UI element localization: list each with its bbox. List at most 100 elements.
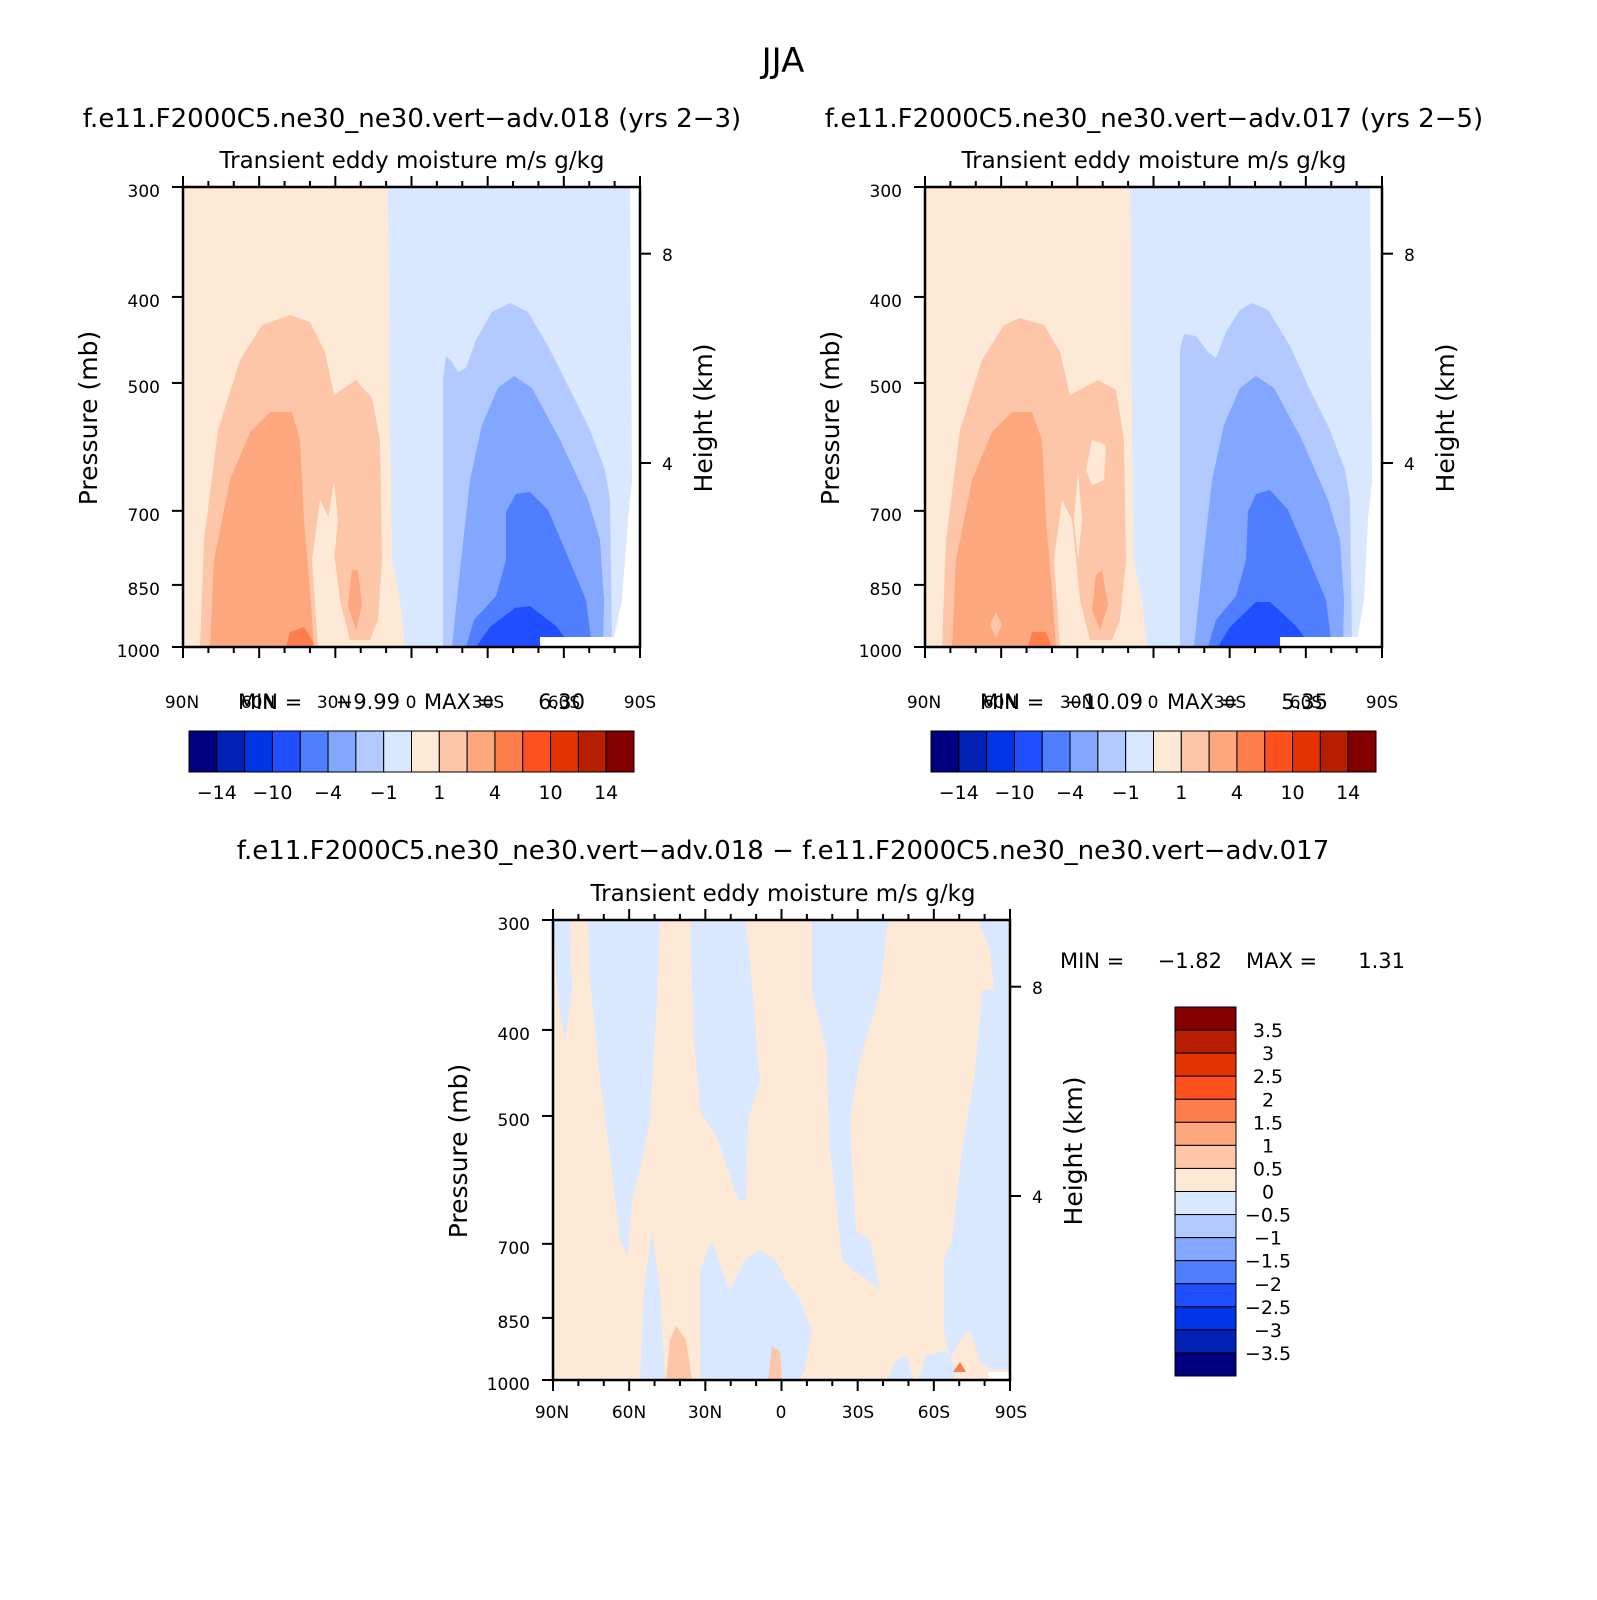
colorbar-swatch [383,730,412,773]
panel-a-hole-1 [328,482,338,560]
panel-b-fill-neg-3 [1208,490,1332,647]
panel-b-hole-2 [1074,472,1082,560]
colorbar-label: −1 [1112,782,1140,804]
panel-c-neg-h [888,1356,914,1380]
panel-c-max-value: 1.31 [1358,949,1405,973]
panel-a-max-label: MAX = [424,690,495,714]
colorbar-swatch [1174,1029,1237,1054]
panel-c-ytick-right-8: 8 [1032,979,1043,999]
panel-c-subtitle: Transient eddy moisture m/s g/kg [589,881,975,907]
panel-a-case-title: f.e11.F2000C5.ne30_ne30.vert−adv.018 (yr… [83,104,741,134]
panel-b-fill-neg-4 [1218,602,1312,647]
panel-a-contour-field [183,187,640,647]
panel-b-xtick-60s: 60S [1290,693,1322,713]
panel-c-xtick-30n: 30N [688,1403,722,1423]
panel-b-max-label: MAX = [1167,690,1238,714]
panel-b: f.e11.F2000C5.ne30_ne30.vert−adv.017 (yr… [816,104,1483,804]
colorbar-swatch [1174,1352,1237,1377]
colorbar-swatch [1236,730,1266,773]
panel-a-ytick-700: 700 [128,506,160,526]
colorbar-swatch [986,730,1015,773]
colorbar-label: −4 [1056,782,1084,804]
panel-b-ytick-right-4: 4 [1404,455,1415,475]
colorbar-label: −14 [197,782,237,804]
panel-c-fill-missing [988,1372,1010,1380]
colorbar-label: −0.5 [1245,1205,1291,1227]
panel-a-xtick-60n: 60N [241,693,275,713]
panel-b-ytick-850: 850 [870,580,902,600]
colorbar-label: 4 [489,782,501,804]
panel-c-ytick-500: 500 [498,1111,530,1131]
panel-b-fill-pos-4 [1028,632,1052,647]
colorbar-swatch [1174,1052,1237,1077]
panel-c-ytick-1000: 1000 [487,1375,530,1395]
panel-c: f.e11.F2000C5.ne30_ne30.vert−adv.018 − f… [237,836,1405,1423]
panel-a-fill-missing-2 [540,637,615,647]
panel-a-fill-neg-3 [466,492,592,647]
colorbar-swatch [1174,1237,1237,1262]
colorbar-label: −3.5 [1245,1343,1291,1365]
panel-a-ytick-1000: 1000 [117,642,160,662]
panel-a-ytick-850: 850 [128,580,160,600]
panel-b-fill-pos-3b [1092,570,1108,630]
colorbar-swatch [1292,730,1321,773]
colorbar-swatch [1174,1006,1237,1031]
panel-a-colorbar: −14 −10 −4 −1 1 4 10 14 [188,730,635,804]
colorbar-label: 10 [1280,782,1304,804]
panel-c-xtick-60n: 60N [612,1403,646,1423]
panel-a-xtick-90n: 90N [165,693,199,713]
panel-a-max-value: 6.30 [538,690,585,714]
colorbar-swatch [1174,1144,1237,1169]
panel-c-xtick-eq: 0 [776,1403,787,1423]
panel-c-pos-1 [666,1326,692,1380]
panel-a-fill-neg-4 [476,606,572,647]
panel-b-ylabel-right: Height (km) [1431,344,1460,493]
panel-b-xtick-30s: 30S [1214,693,1246,713]
colorbar-label: −10 [994,782,1034,804]
panel-b-xtick-90n: 90N [907,693,941,713]
panel-b-xtick-90s: 90S [1366,693,1398,713]
panel-c-case-title: f.e11.F2000C5.ne30_ne30.vert−adv.018 − f… [237,836,1329,866]
colorbar-swatch [466,730,496,773]
colorbar-swatch [1125,730,1154,773]
panel-c-ytick-700: 700 [498,1239,530,1259]
panel-a-fill-missing [612,187,640,647]
colorbar-label: −10 [252,782,292,804]
colorbar-label: 3.5 [1253,1020,1283,1042]
panel-c-pos-3 [953,1362,966,1372]
panel-b-xtick-eq: 0 [1148,693,1159,713]
colorbar-label: 1 [1175,782,1187,804]
colorbar-swatch [327,730,357,773]
panel-a-ytick-right-8: 8 [662,246,673,266]
colorbar-swatch [1174,1329,1237,1354]
panel-b-ytick-500: 500 [870,378,902,398]
panel-a-xtick-30n: 30N [317,693,351,713]
colorbar-swatch [1319,730,1349,773]
colorbar-label: 1 [433,782,445,804]
colorbar-label: −4 [314,782,342,804]
panel-b-min-label: MIN = [980,690,1044,714]
colorbar-label: −1 [370,782,398,804]
panel-c-neg-b [588,920,660,1255]
panel-b-hole-1 [1086,440,1106,485]
colorbar-swatch [958,730,988,773]
panel-c-neg-g [700,1240,812,1380]
panel-c-ytick-300: 300 [498,915,530,935]
panel-c-colorbar: 3.532.521.510.50−0.5−1−1.5−2−2.5−3−3.5 [1174,1006,1291,1377]
colorbar-label: 0 [1262,1182,1274,1204]
colorbar-label: 14 [594,782,618,804]
panel-a-min-label: MIN = [238,690,302,714]
panel-c-xtick-90s: 90S [995,1403,1027,1423]
panel-c-min-value: −1.82 [1158,949,1222,973]
colorbar-swatch [1174,1283,1237,1308]
colorbar-swatch [1264,730,1294,773]
panel-a-subtitle: Transient eddy moisture m/s g/kg [218,148,604,174]
panel-c-neg-a [553,920,572,1040]
panel-c-axes [542,909,1021,1391]
colorbar-swatch [1174,1191,1237,1216]
panel-c-ytick-400: 400 [498,1025,530,1045]
panel-b-ytick-700: 700 [870,506,902,526]
panel-a-ytick-500: 500 [128,378,160,398]
colorbar-swatch [355,730,385,773]
